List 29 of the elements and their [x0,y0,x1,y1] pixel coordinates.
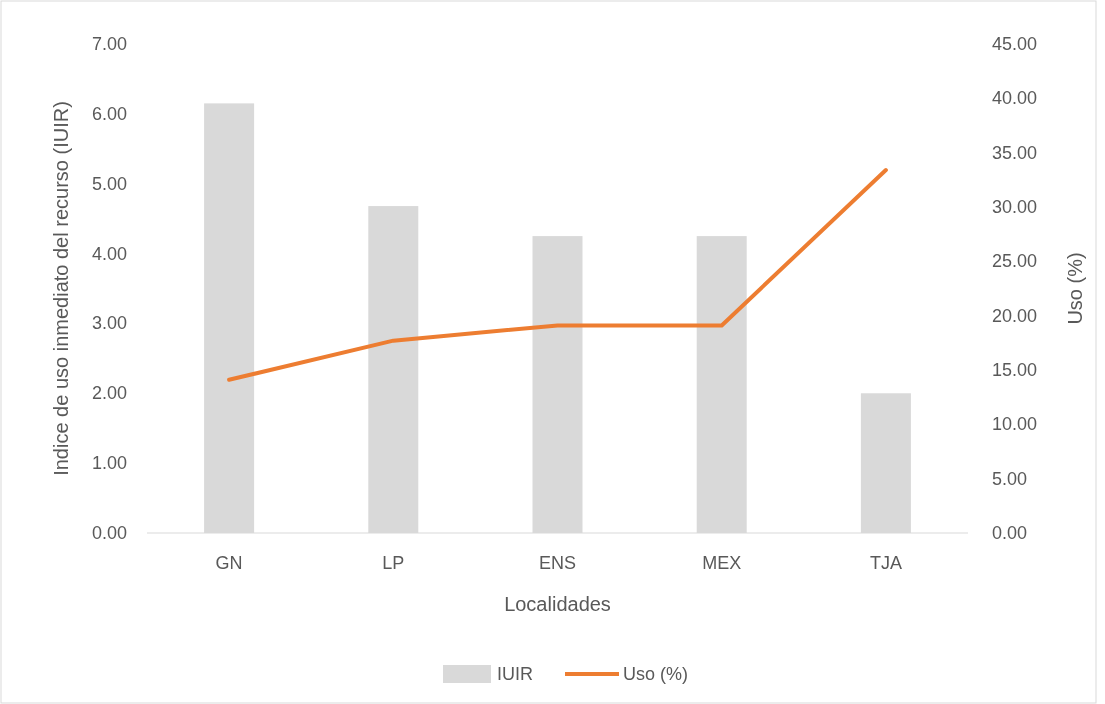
x-tick-label: TJA [869,553,902,573]
x-tick-label: ENS [538,553,577,573]
y2-tick-label: 45.00 [992,34,1038,54]
y2-tick-label: 10.00 [992,414,1038,435]
y-tick-label: 6.00 [91,103,127,124]
y2-tick-label: 30.00 [992,197,1038,217]
y-tick-label: 3.00 [91,313,127,334]
y-tick-label: 5.00 [91,173,127,194]
y2-tick-label: 20.00 [992,305,1038,326]
y-tick-label: 4.00 [91,243,127,264]
legend-label: IUIR [497,664,533,684]
y-tick-label: 7.00 [91,34,127,54]
y-tick-label: 1.00 [91,453,127,474]
y2-tick-label: 40.00 [992,88,1038,109]
x-axis-title: Localidades [504,593,611,615]
y2-tick-label: 15.00 [992,360,1038,380]
y-tick-label: 0.00 [91,523,127,543]
y2-axis-title: Uso (%) [1064,252,1086,325]
y-tick-label: 2.00 [91,383,127,404]
legend-label: Uso (%) [623,664,689,684]
y2-tick-label: 35.00 [992,142,1038,163]
y2-tick-label: 25.00 [992,251,1038,272]
x-tick-label: LP [382,553,405,573]
y-axis-title: Indice de uso inmediato del recurso (IUIR) [50,101,72,476]
x-tick-label: GN [215,553,243,573]
x-tick-label: MEX [702,553,742,573]
y2-tick-label: 5.00 [992,468,1028,489]
y2-tick-label: 0.00 [992,523,1028,543]
line-series [227,168,888,382]
